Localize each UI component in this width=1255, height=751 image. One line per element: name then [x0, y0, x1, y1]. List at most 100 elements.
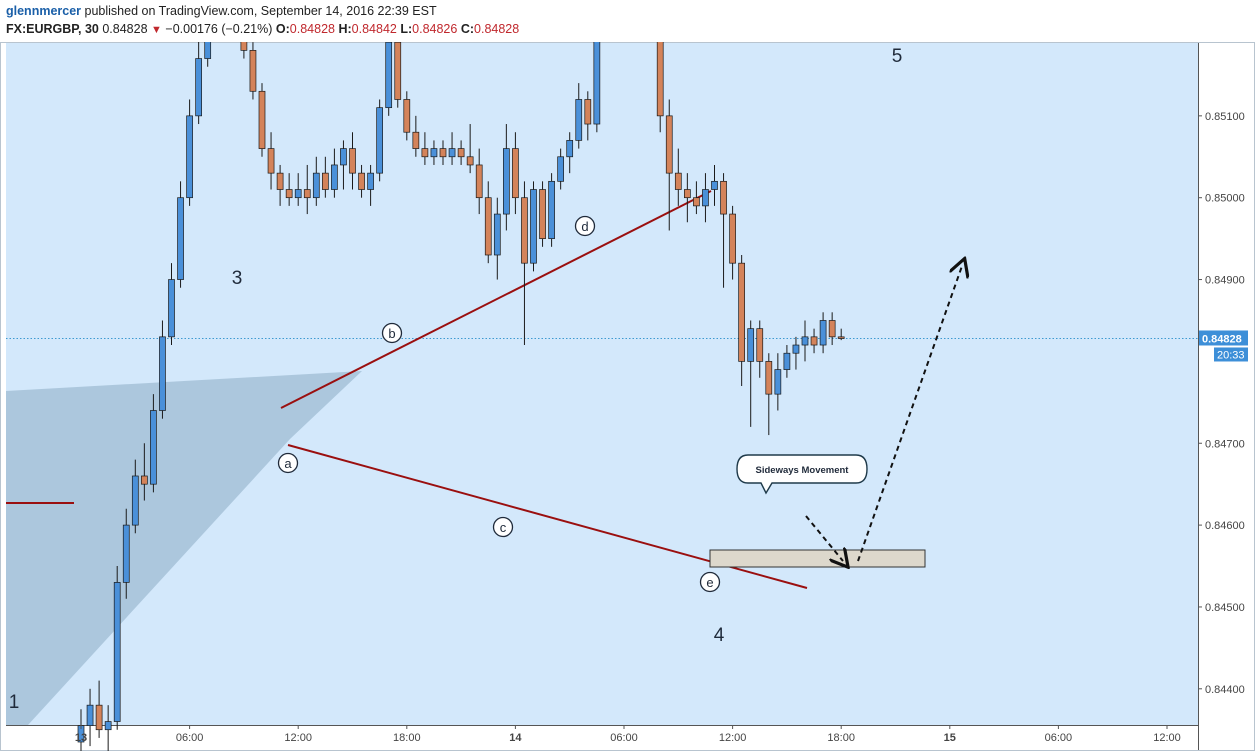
- label-circle: [492, 516, 514, 538]
- candle-body: [303, 189, 311, 199]
- down-candle: [403, 91, 411, 141]
- fib-fan-shading: [6, 371, 362, 725]
- down-candle: [322, 156, 329, 198]
- x-tick-label: 14: [509, 732, 522, 744]
- open-label: O:: [275, 22, 290, 36]
- up-candle: [385, 42, 393, 116]
- candle-body: [412, 131, 420, 149]
- candle-body: [186, 115, 193, 199]
- time-axis[interactable]: [0, 725, 1198, 751]
- x-tick-label: 06:00: [176, 732, 204, 744]
- candle-body: [322, 172, 329, 190]
- down-candle: [521, 181, 528, 346]
- up-candle: [86, 688, 94, 747]
- candle-body: [376, 107, 383, 174]
- down-candle: [240, 42, 248, 59]
- candle-body: [493, 213, 501, 256]
- down-candle: [656, 42, 664, 133]
- circled-wave-label-d: d: [574, 215, 596, 237]
- x-axis-ticks: 13 06:00 12:00 18:00 14 06:00 12:00 18:00 15 06:0…: [75, 725, 1181, 744]
- y-tick-label: 0.84500: [1205, 602, 1245, 614]
- candle-body: [593, 42, 601, 125]
- candle-body: [141, 475, 148, 485]
- up-candle: [557, 148, 565, 190]
- candle-body: [195, 58, 202, 117]
- symbol-label[interactable]: FX:EURGBP, 30: [6, 22, 99, 36]
- candle-body: [530, 189, 537, 264]
- candle-body: [394, 42, 402, 100]
- candle-body: [159, 336, 166, 411]
- candle-body: [249, 50, 257, 92]
- down-candle: [276, 164, 284, 206]
- up-candle: [430, 140, 438, 165]
- down-candle: [303, 164, 311, 215]
- publish-line: glennmercer published on TradingView.com…: [6, 4, 437, 18]
- down-candle: [249, 42, 257, 100]
- candle-body: [331, 164, 338, 190]
- fib-layer: 10.618: [6, 337, 1198, 339]
- up-candle: [150, 394, 157, 493]
- low-value: 0.84826: [412, 22, 458, 36]
- candle-body: [711, 180, 718, 190]
- up-candle: [774, 353, 782, 411]
- label-circle: [277, 452, 299, 474]
- candle-body: [240, 42, 248, 51]
- down-candle: [258, 83, 266, 157]
- close-label: C:: [460, 22, 475, 36]
- candle-body: [584, 99, 592, 125]
- current-price-badge: [1199, 330, 1248, 346]
- candle-body: [358, 172, 365, 190]
- candle-body: [683, 189, 691, 199]
- label-letter: e: [706, 575, 713, 590]
- sideways-movement-callout[interactable]: Sideways Movement: [736, 454, 868, 495]
- up-candle: [195, 42, 202, 125]
- current-price-label: 0.84828: [1202, 333, 1242, 345]
- candle-body: [430, 148, 438, 158]
- author-name[interactable]: glennmercer: [6, 4, 82, 18]
- candle-body: [403, 99, 411, 133]
- x-tick-label: 12:00: [284, 732, 312, 744]
- down-candle: [837, 328, 845, 341]
- x-tick-label: 18:00: [827, 732, 855, 744]
- candle-body: [113, 582, 121, 722]
- candle-body: [783, 352, 791, 370]
- candle-body: [566, 140, 574, 158]
- up-candle: [801, 320, 809, 362]
- candle-body: [475, 164, 483, 199]
- up-candle: [168, 263, 175, 346]
- price-axis[interactable]: [1198, 42, 1255, 751]
- up-candle: [819, 312, 827, 354]
- down-candle: [457, 140, 465, 165]
- candle-layer: [77, 42, 845, 751]
- down-candle: [512, 132, 519, 215]
- up-candle: [376, 99, 383, 182]
- candle-body: [457, 148, 465, 158]
- candle-body: [340, 148, 347, 166]
- label-letter: d: [581, 219, 588, 234]
- candle-body: [729, 213, 736, 264]
- target-zone-box[interactable]: [709, 549, 926, 568]
- down-candle: [394, 42, 402, 108]
- down-candle: [693, 181, 700, 215]
- candle-body: [810, 336, 818, 346]
- up-candle: [294, 173, 302, 206]
- up-candle: [177, 181, 184, 288]
- published-text: published on TradingView.com, September …: [84, 4, 437, 18]
- label-circle: [574, 215, 596, 237]
- up-candle: [159, 320, 166, 419]
- candle-body: [276, 172, 284, 190]
- down-candle: [729, 205, 736, 280]
- candle-body: [349, 148, 356, 174]
- up-candle: [566, 132, 574, 174]
- annotation-layer: 1 3 4 5 a b c d e Sideways Movement: [9, 46, 962, 713]
- price-change: −0.00176 (−0.21%): [165, 22, 273, 36]
- countdown-label: 20:33: [1217, 349, 1245, 361]
- candle-body: [122, 524, 130, 583]
- up-candle: [367, 164, 374, 206]
- candle-body: [557, 156, 565, 182]
- circled-wave-label-b: b: [381, 322, 403, 344]
- up-candle: [131, 459, 139, 534]
- upper-triangle-trendline: [280, 190, 712, 409]
- x-tick-label: 15: [944, 732, 956, 744]
